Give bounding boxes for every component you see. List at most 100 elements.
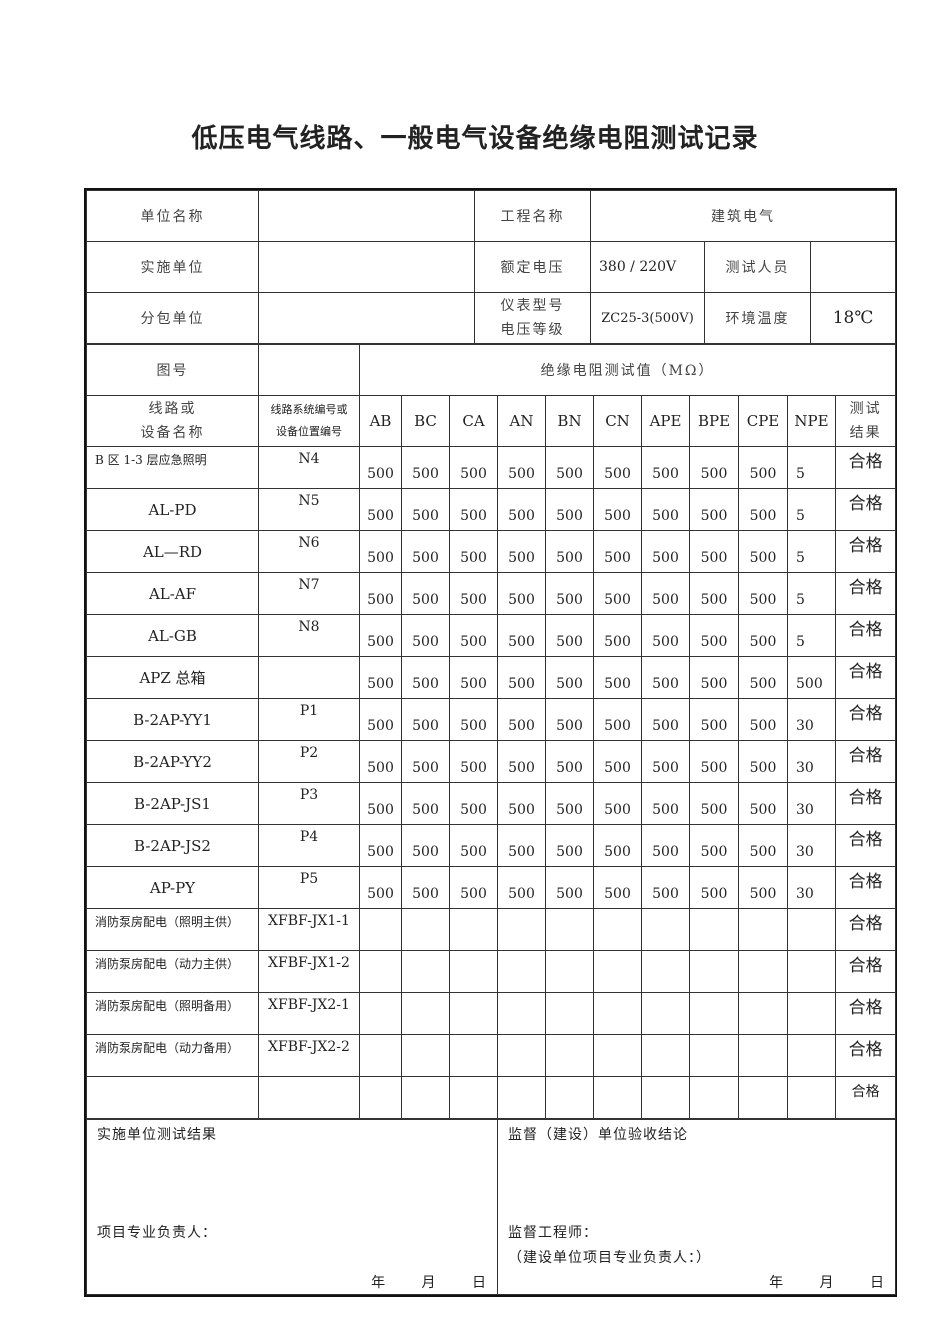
row-value[interactable]: 500 [738,698,788,741]
row-value[interactable]: 500 [401,446,450,489]
row-value[interactable]: 500 [689,656,739,699]
row-value[interactable]: 500 [497,656,546,699]
row-value[interactable]: 500 [449,824,498,867]
row-value[interactable] [689,908,739,951]
row-value[interactable]: 500 [401,488,450,531]
row-value[interactable]: 500 [593,446,642,489]
row-result[interactable]: 合格 [834,992,897,1035]
row-value[interactable]: 500 [449,698,498,741]
row-value[interactable]: 500 [449,614,498,657]
row-value[interactable]: 500 [738,614,788,657]
row-code[interactable]: N4 [258,446,360,489]
row-result[interactable]: 合格 [834,488,897,531]
project-value[interactable]: 建筑电气 [589,190,897,242]
row-value[interactable] [689,1076,739,1119]
row-value[interactable]: 500 [689,614,739,657]
row-value[interactable] [449,1034,498,1077]
row-value[interactable]: 500 [359,488,402,531]
row-value[interactable]: 500 [449,866,498,909]
row-value[interactable] [545,950,594,993]
row-value[interactable] [545,908,594,951]
row-value[interactable]: 500 [593,488,642,531]
row-value[interactable]: 500 [401,614,450,657]
row-value[interactable]: 500 [641,782,690,825]
row-value[interactable] [787,992,836,1035]
row-value[interactable]: 500 [738,488,788,531]
row-value[interactable]: 500 [359,530,402,573]
row-value[interactable] [449,908,498,951]
row-value[interactable]: 500 [738,866,788,909]
row-value[interactable]: 500 [545,614,594,657]
row-value[interactable]: 500 [497,866,546,909]
row-value[interactable] [787,1076,836,1119]
row-value[interactable]: 500 [689,446,739,489]
row-value[interactable]: 500 [545,824,594,867]
row-value[interactable] [359,908,402,951]
row-value[interactable] [641,908,690,951]
row-name[interactable]: B 区 1-3 层应急照明 [86,446,259,489]
row-value[interactable]: 500 [449,530,498,573]
row-value[interactable] [449,992,498,1035]
row-value[interactable]: 5 [787,446,836,489]
row-code[interactable]: P5 [258,866,360,909]
row-value[interactable]: 500 [401,698,450,741]
row-result[interactable]: 合格 [834,782,897,825]
row-value[interactable]: 500 [545,656,594,699]
row-name[interactable]: 消防泵房配电（动力备用） [86,1034,259,1077]
row-value[interactable]: 500 [449,572,498,615]
impl-result-section[interactable]: 实施单位测试结果 项目专业负责人： 年 月 日 [86,1119,498,1295]
row-value[interactable] [497,1034,546,1077]
row-value[interactable] [593,1076,642,1119]
row-name[interactable]: AL-PD [86,488,259,531]
tester-value[interactable] [809,241,897,293]
row-name[interactable]: AL-GB [86,614,259,657]
row-code[interactable]: P2 [258,740,360,783]
row-value[interactable]: 500 [359,614,402,657]
row-value[interactable]: 500 [545,782,594,825]
row-value[interactable]: 500 [401,530,450,573]
sub-value[interactable] [258,292,475,344]
row-result[interactable]: 合格 [834,572,897,615]
row-code[interactable]: P4 [258,824,360,867]
row-value[interactable] [593,1034,642,1077]
row-result[interactable]: 合格 [834,530,897,573]
row-name[interactable]: B-2AP-JS2 [86,824,259,867]
row-value[interactable] [689,950,739,993]
row-value[interactable]: 500 [359,866,402,909]
row-value[interactable]: 5 [787,488,836,531]
row-value[interactable]: 500 [689,530,739,573]
row-value[interactable] [641,950,690,993]
row-code[interactable]: N7 [258,572,360,615]
row-result[interactable]: 合格 [834,1034,897,1077]
row-value[interactable]: 500 [641,824,690,867]
row-name[interactable]: AL—RD [86,530,259,573]
row-value[interactable]: 500 [689,782,739,825]
impl-value[interactable] [258,241,475,293]
row-code[interactable]: P3 [258,782,360,825]
row-name[interactable]: B-2AP-YY1 [86,698,259,741]
row-value[interactable] [738,908,788,951]
row-value[interactable] [401,992,450,1035]
row-value[interactable]: 500 [359,824,402,867]
row-result[interactable]: 合格 [834,740,897,783]
drawing-value[interactable] [258,344,360,396]
row-value[interactable]: 500 [449,782,498,825]
row-value[interactable] [449,950,498,993]
row-name[interactable]: AP-PY [86,866,259,909]
row-value[interactable]: 30 [787,782,836,825]
row-value[interactable]: 500 [689,698,739,741]
row-value[interactable]: 500 [641,488,690,531]
row-value[interactable]: 500 [641,614,690,657]
row-result[interactable]: 合格 [834,1076,897,1119]
row-value[interactable]: 500 [593,572,642,615]
row-value[interactable]: 500 [359,782,402,825]
row-result[interactable]: 合格 [834,824,897,867]
row-value[interactable] [641,1076,690,1119]
row-result[interactable]: 合格 [834,614,897,657]
row-value[interactable]: 500 [689,740,739,783]
row-value[interactable]: 500 [641,572,690,615]
row-name[interactable]: 消防泵房配电（照明主供） [86,908,259,951]
row-value[interactable]: 30 [787,740,836,783]
row-value[interactable]: 30 [787,698,836,741]
row-code[interactable] [258,656,360,699]
